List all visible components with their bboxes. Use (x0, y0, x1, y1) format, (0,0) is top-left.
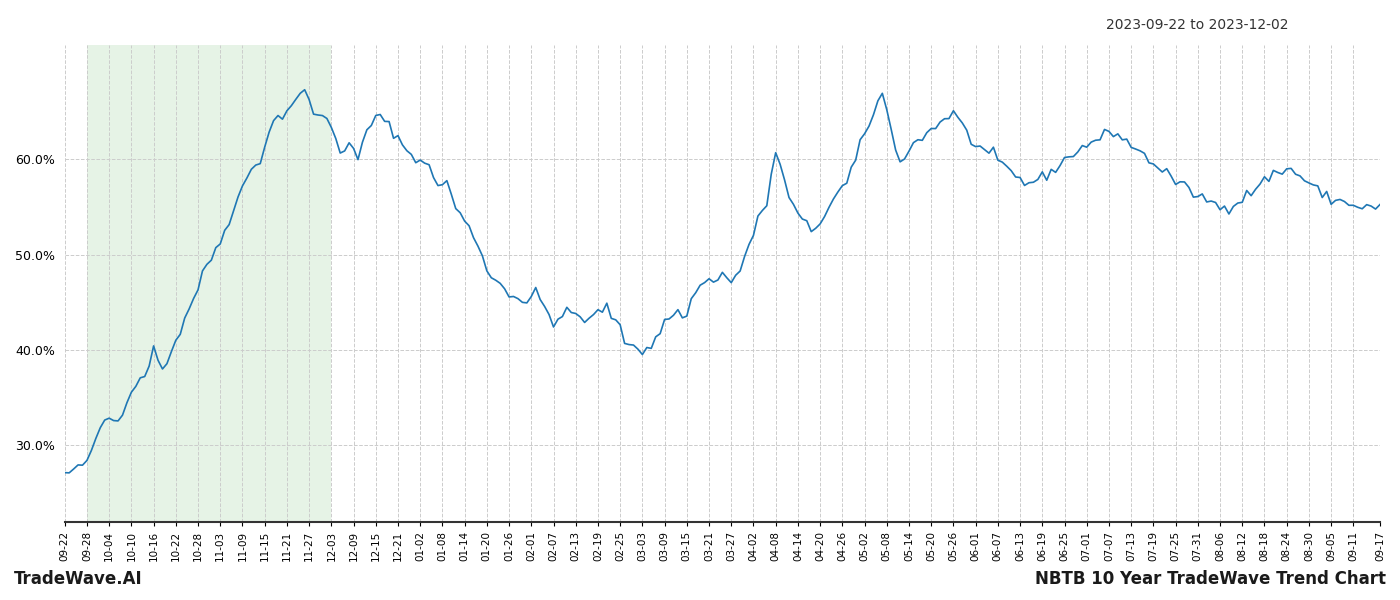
Bar (87, 45, 332, 522)
Text: TradeWave.AI: TradeWave.AI (14, 570, 143, 588)
Text: 2023-09-22 to 2023-12-02: 2023-09-22 to 2023-12-02 (1106, 18, 1288, 32)
Text: NBTB 10 Year TradeWave Trend Chart: NBTB 10 Year TradeWave Trend Chart (1035, 570, 1386, 588)
